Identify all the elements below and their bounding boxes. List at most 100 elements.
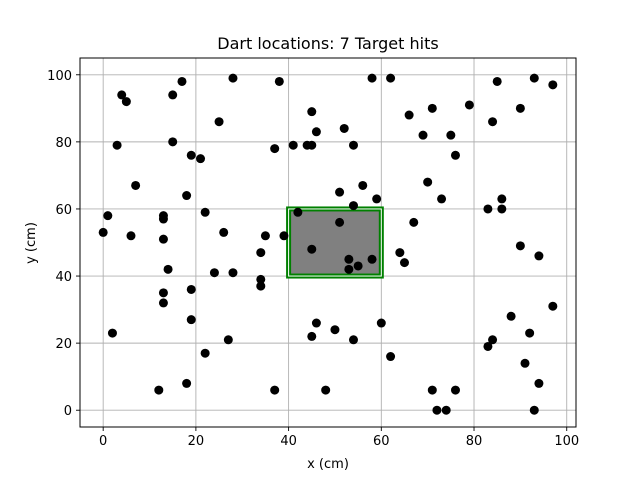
dart-point-0 (98, 227, 108, 237)
x-tick-label-2: 40 (280, 434, 297, 449)
dart-point-71 (418, 130, 428, 140)
dart-point-17 (177, 76, 187, 86)
dart-point-49 (321, 385, 331, 395)
dart-point-24 (200, 207, 210, 217)
y-tick-label-0: 0 (64, 404, 72, 419)
dart-point-27 (214, 117, 224, 127)
dart-point-93 (525, 328, 535, 338)
dart-point-23 (196, 154, 206, 164)
dart-point-96 (534, 251, 544, 261)
dart-point-37 (270, 385, 280, 395)
dart-point-7 (131, 180, 141, 190)
dart-point-43 (307, 107, 317, 117)
dart-point-56 (348, 140, 358, 150)
dart-point-87 (497, 194, 507, 204)
dart-point-73 (427, 103, 437, 113)
dart-point-14 (163, 264, 173, 274)
dart-point-29 (223, 335, 233, 345)
dart-point-2 (107, 328, 117, 338)
dart-point-98 (548, 80, 558, 90)
y-axis-ticks: 0 20 40 60 80 100 (47, 69, 80, 419)
dart-point-79 (450, 150, 460, 160)
y-tick-label-2: 40 (55, 270, 72, 285)
x-axis-ticks: 0 20 40 60 80 100 (99, 427, 579, 449)
dart-point-1 (103, 211, 113, 221)
dart-point-77 (441, 405, 451, 415)
dart-point-39 (279, 231, 289, 241)
dart-point-3 (112, 140, 122, 150)
y-tick-label-3: 60 (55, 203, 72, 218)
dart-point-6 (126, 231, 136, 241)
dart-point-84 (488, 117, 498, 127)
dart-point-65 (386, 73, 396, 83)
dart-point-60 (358, 180, 368, 190)
dart-point-88 (497, 204, 507, 214)
dart-point-91 (515, 241, 525, 251)
dart-point-11 (158, 234, 168, 244)
dart-point-83 (483, 341, 493, 351)
target-region (286, 206, 384, 279)
dart-point-40 (288, 140, 298, 150)
dart-point-33 (256, 274, 266, 284)
dart-point-41 (293, 207, 303, 217)
dart-point-86 (492, 76, 502, 86)
dart-point-95 (529, 405, 539, 415)
dart-point-63 (372, 194, 382, 204)
dart-point-28 (219, 227, 229, 237)
y-tick-label-5: 100 (47, 69, 72, 84)
dart-point-80 (450, 385, 460, 395)
dart-point-10 (158, 214, 168, 224)
dart-point-44 (307, 140, 317, 150)
target-rectangle (286, 206, 384, 279)
dart-point-90 (515, 103, 525, 113)
dart-point-30 (228, 73, 238, 83)
chart-title: Dart locations: 7 Target hits (217, 34, 438, 53)
x-tick-label-5: 100 (554, 434, 579, 449)
dart-point-74 (427, 385, 437, 395)
x-tick-label-3: 60 (373, 434, 390, 449)
dart-point-97 (534, 378, 544, 388)
dart-point-5 (121, 97, 131, 107)
dart-point-50 (330, 325, 340, 335)
y-tick-label-1: 20 (55, 337, 72, 352)
dart-point-26 (209, 268, 219, 278)
dart-point-31 (228, 268, 238, 278)
y-tick-label-4: 80 (55, 136, 72, 151)
dart-point-57 (348, 201, 358, 211)
y-axis-label: y (cm) (24, 222, 39, 264)
dart-points (98, 73, 558, 415)
dart-point-22 (186, 315, 196, 325)
dart-point-66 (386, 352, 396, 362)
dart-point-64 (376, 318, 386, 328)
dart-point-13 (158, 298, 168, 308)
dart-point-48 (311, 318, 321, 328)
dart-point-58 (348, 335, 358, 345)
dart-point-78 (446, 130, 456, 140)
dart-point-52 (335, 217, 345, 227)
dart-point-35 (260, 231, 270, 241)
dart-point-62 (367, 254, 377, 264)
dart-point-72 (423, 177, 433, 187)
target-rectangle-inner-edge (288, 208, 382, 277)
dart-point-15 (168, 90, 178, 100)
x-tick-label-4: 80 (466, 434, 483, 449)
dart-point-76 (437, 194, 447, 204)
dart-point-25 (200, 348, 210, 358)
dart-point-18 (182, 191, 192, 201)
dart-point-68 (399, 258, 409, 268)
x-axis-label: x (cm) (307, 457, 349, 472)
dart-point-21 (186, 284, 196, 294)
dart-point-45 (307, 244, 317, 254)
dart-point-12 (158, 288, 168, 298)
dart-point-61 (367, 73, 377, 83)
dart-point-32 (256, 248, 266, 258)
dart-point-16 (168, 137, 178, 147)
dart-point-81 (464, 100, 474, 110)
dart-point-75 (432, 405, 442, 415)
x-tick-label-0: 0 (99, 434, 107, 449)
dart-point-59 (353, 261, 363, 271)
dart-point-85 (488, 335, 498, 345)
dart-point-4 (117, 90, 127, 100)
dart-point-54 (344, 254, 354, 264)
